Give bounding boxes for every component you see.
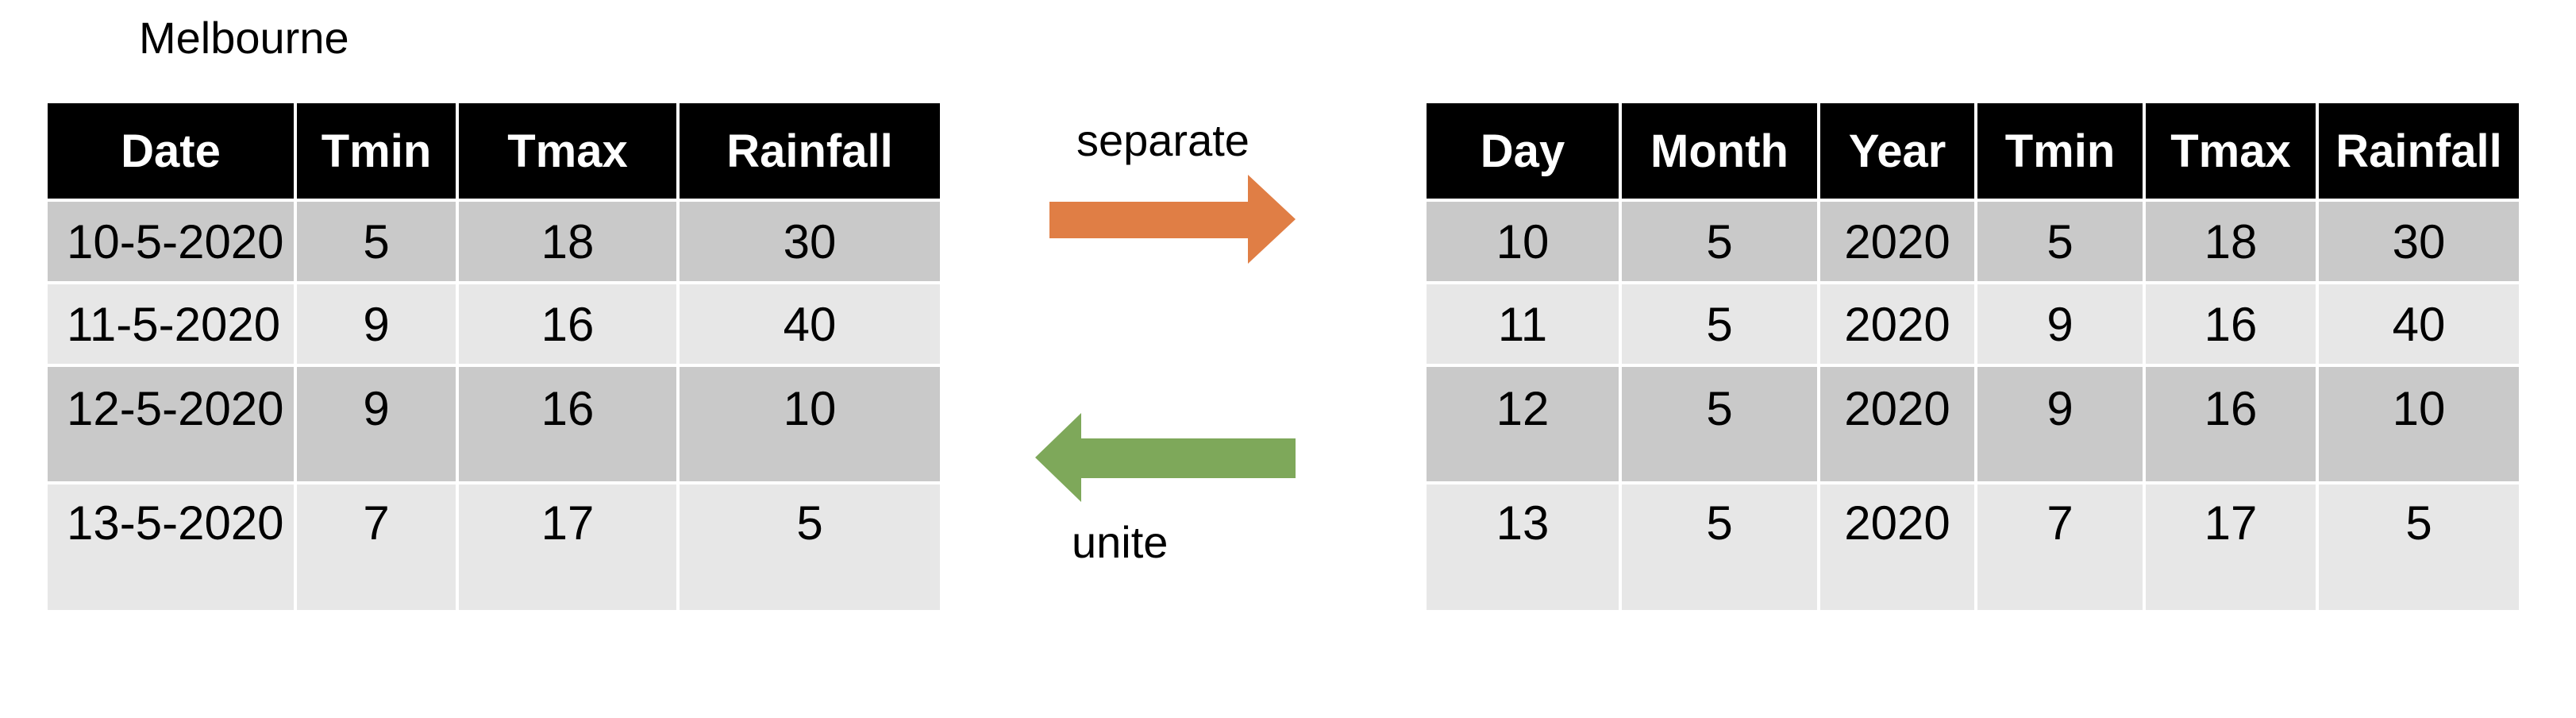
table-cell: 9: [294, 281, 459, 367]
table-cell: 5: [1974, 199, 2146, 284]
unite-arrow-icon: [1035, 413, 1296, 502]
table-cell: 5: [1619, 199, 1820, 284]
table-cell: 9: [1974, 281, 2146, 367]
table-cell: 40: [2316, 281, 2522, 367]
table-cell: 13-5-2020: [44, 481, 297, 613]
table-cell: 40: [676, 281, 943, 367]
table-cell: 17: [2143, 481, 2319, 613]
table-cell: 13: [1423, 481, 1622, 613]
table-cell: 10-5-2020: [44, 199, 297, 284]
column-header: Rainfall: [676, 100, 943, 202]
table-cell: 16: [456, 364, 680, 484]
table-row: 10 5 2020 5 18 30: [1423, 199, 2522, 284]
table-row: 11 5 2020 9 16 40: [1423, 281, 2522, 367]
table-row: 12 5 2020 9 16 10: [1423, 364, 2522, 484]
table-cell: 2020: [1817, 281, 1977, 367]
column-header: Year: [1817, 100, 1977, 202]
table-cell: 7: [1974, 481, 2146, 613]
separate-arrow-icon: [1049, 175, 1296, 264]
table-cell: 12-5-2020: [44, 364, 297, 484]
column-header: Tmin: [1974, 100, 2146, 202]
title-melbourne: Melbourne: [139, 13, 349, 63]
table-cell: 18: [456, 199, 680, 284]
table-cell: 12: [1423, 364, 1622, 484]
table-cell: 30: [2316, 199, 2522, 284]
table-row: 11-5-2020 9 16 40: [44, 281, 943, 367]
table-header-row: Date Tmin Tmax Rainfall: [44, 100, 943, 202]
table-cell: 18: [2143, 199, 2319, 284]
table-cell: 5: [1619, 364, 1820, 484]
table-cell: 30: [676, 199, 943, 284]
column-header: Month: [1619, 100, 1820, 202]
table-cell: 5: [1619, 481, 1820, 613]
table-cell: 9: [1974, 364, 2146, 484]
column-header: Tmax: [456, 100, 680, 202]
table-cell: 16: [2143, 281, 2319, 367]
table-cell: 5: [676, 481, 943, 613]
table-cell: 5: [1619, 281, 1820, 367]
table-cell: 11: [1423, 281, 1622, 367]
table-cell: 7: [294, 481, 459, 613]
table-cell: 11-5-2020: [44, 281, 297, 367]
separate-label: separate: [1076, 115, 1249, 165]
table-cell: 16: [2143, 364, 2319, 484]
column-header: Tmin: [294, 100, 459, 202]
unite-label: unite: [1072, 517, 1169, 567]
column-header: Rainfall: [2316, 100, 2522, 202]
table-row: 13 5 2020 7 17 5: [1423, 481, 2522, 613]
table-cell: 17: [456, 481, 680, 613]
table-cell: 2020: [1817, 364, 1977, 484]
table-row: 13-5-2020 7 17 5: [44, 481, 943, 613]
table-cell: 10: [2316, 364, 2522, 484]
column-header: Date: [44, 100, 297, 202]
table-cell: 10: [1423, 199, 1622, 284]
table-cell: 16: [456, 281, 680, 367]
table-row: 12-5-2020 9 16 10: [44, 364, 943, 484]
table-row: 10-5-2020 5 18 30: [44, 199, 943, 284]
table-cell: 9: [294, 364, 459, 484]
table-cell: 5: [294, 199, 459, 284]
column-header: Day: [1423, 100, 1622, 202]
original-table: Date Tmin Tmax Rainfall 10-5-2020 5 18 3…: [44, 100, 943, 613]
column-header: Tmax: [2143, 100, 2319, 202]
table-cell: 5: [2316, 481, 2522, 613]
separated-table: Day Month Year Tmin Tmax Rainfall 10 5 2…: [1423, 100, 2522, 613]
table-cell: 10: [676, 364, 943, 484]
table-header-row: Day Month Year Tmin Tmax Rainfall: [1423, 100, 2522, 202]
table-cell: 2020: [1817, 199, 1977, 284]
table-cell: 2020: [1817, 481, 1977, 613]
